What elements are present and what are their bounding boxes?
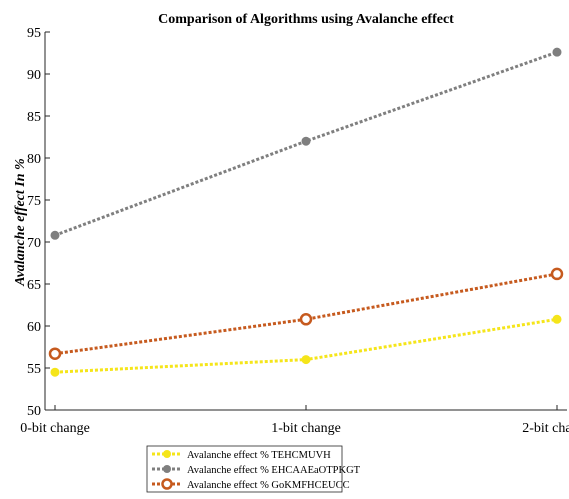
x-tick-label: 1-bit change: [271, 421, 341, 436]
y-axis-ticks: 50 55 60 65 70 75 80 85 90 95: [27, 26, 50, 419]
y-tick-label: 80: [27, 152, 41, 167]
chart-title: Comparison of Algorithms using Avalanche…: [158, 12, 454, 27]
legend-marker: [163, 465, 171, 473]
y-tick-label: 85: [27, 110, 41, 125]
data-point: [48, 347, 62, 360]
y-tick-label: 65: [27, 278, 41, 293]
series-3: [48, 267, 564, 360]
legend-marker: [163, 450, 171, 458]
y-tick-label: 60: [27, 320, 41, 335]
x-tick-label: 0-bit change: [20, 421, 90, 436]
data-point: [301, 136, 311, 146]
data-point: [552, 47, 562, 57]
y-tick-label: 50: [27, 404, 41, 419]
legend-entry: Avalanche effect % TEHCMUVH: [152, 450, 331, 461]
legend-label: Avalanche effect % GoKMFHCEUCC: [187, 480, 350, 491]
legend-label: Avalanche effect % EHCAAEaOTPKGT: [187, 465, 361, 476]
y-tick-label: 75: [27, 194, 41, 209]
series-line: [54, 50, 558, 237]
data-point: [301, 355, 311, 365]
data-point: [50, 230, 60, 240]
y-tick-label: 55: [27, 362, 41, 377]
legend-entry: Avalanche effect % EHCAAEaOTPKGT: [152, 465, 361, 476]
series-layer: [48, 47, 564, 377]
y-tick-label: 90: [27, 68, 41, 83]
legend-marker: [161, 478, 173, 490]
series-2: [50, 47, 562, 240]
data-point: [550, 267, 564, 281]
y-tick-label: 70: [27, 236, 41, 251]
data-point: [50, 367, 60, 377]
data-point: [552, 314, 562, 324]
series-1: [50, 314, 562, 377]
legend-label: Avalanche effect % TEHCMUVH: [187, 450, 331, 461]
legend-entry: Avalanche effect % GoKMFHCEUCC: [152, 478, 350, 491]
y-axis-label: Avalanche effect In %: [13, 158, 28, 286]
x-tick-label: 2-bit change: [522, 421, 569, 436]
x-axis-ticks: 0-bit change 1-bit change 2-bit change: [20, 405, 569, 436]
data-point: [299, 313, 313, 326]
y-tick-label: 95: [27, 26, 41, 41]
legend: Avalanche effect % TEHCMUVH Avalanche eff…: [146, 445, 361, 493]
